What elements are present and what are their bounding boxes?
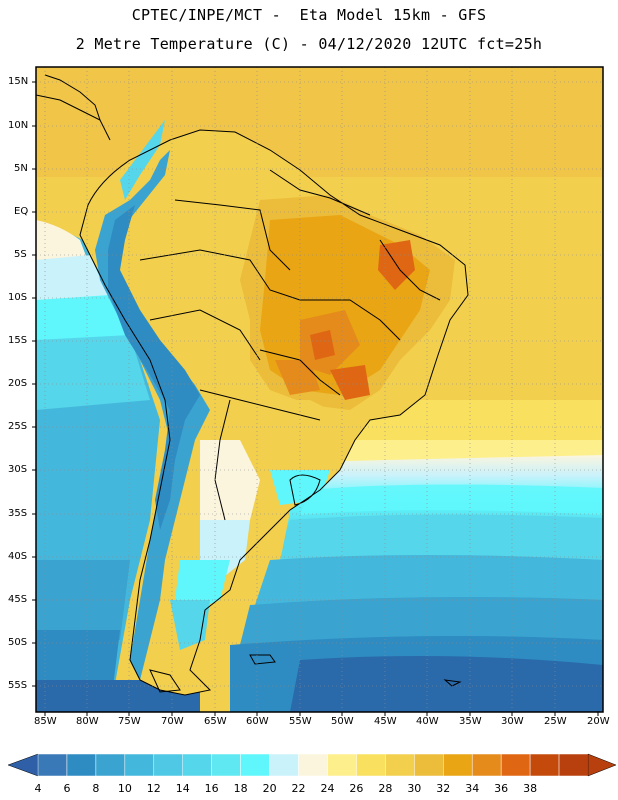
colorbar-over-arrow: [587, 753, 617, 777]
lat-label: 40S: [8, 551, 28, 562]
lon-label: 75W: [118, 716, 141, 727]
lat-label: 15S: [8, 335, 28, 346]
lon-label: 80W: [76, 716, 99, 727]
lat-label: 50S: [8, 637, 28, 648]
colorbar-label: 18: [233, 782, 248, 795]
colorbar-swatch: [558, 753, 589, 777]
lon-label: 70W: [161, 716, 184, 727]
colorbar-swatch: [95, 753, 126, 777]
lat-label: 45S: [8, 594, 28, 605]
colorbar-label: 22: [291, 782, 306, 795]
lat-label: 35S: [8, 508, 28, 519]
colorbar-swatch: [529, 753, 560, 777]
colorbar-label: 10: [117, 782, 132, 795]
colorbar-label: 32: [436, 782, 451, 795]
colorbar-swatch: [356, 753, 386, 777]
lon-label: 35W: [459, 716, 482, 727]
lat-label: 5N: [14, 163, 28, 174]
colorbar-label: 24: [320, 782, 335, 795]
lat-label: 20S: [8, 378, 28, 389]
lon-label: 50W: [331, 716, 354, 727]
colorbar-swatch: [153, 753, 183, 777]
colorbar-label: 20: [262, 782, 277, 795]
temperature-colorbar: [7, 753, 617, 777]
lat-label: 10S: [8, 292, 28, 303]
colorbar-label: 6: [63, 782, 71, 795]
lon-label: 55W: [289, 716, 312, 727]
colorbar-label: 28: [378, 782, 393, 795]
colorbar-swatch: [414, 753, 444, 777]
colorbar-swatch: [327, 753, 357, 777]
map-title-line1: CPTEC/INPE/MCT - Eta Model 15km - GFS: [131, 6, 487, 24]
colorbar-label: 26: [349, 782, 364, 795]
colorbar-swatch: [269, 753, 299, 777]
colorbar-label: 12: [146, 782, 161, 795]
colorbar-swatch: [240, 753, 270, 777]
colorbar-swatch: [66, 753, 97, 777]
lon-label: 25W: [544, 716, 567, 727]
lon-label: 40W: [416, 716, 439, 727]
lon-label: 85W: [34, 716, 57, 727]
colorbar-label: 34: [465, 782, 480, 795]
lat-lon-grid: [36, 67, 603, 712]
map-title-line2: 2 Metre Temperature (C) - 04/12/2020 12U…: [75, 35, 543, 53]
lat-label: 55S: [8, 680, 28, 691]
colorbar-swatch: [443, 753, 473, 777]
coastline-borders: [36, 74, 469, 696]
lon-label: 20W: [587, 716, 610, 727]
colorbar-label: 8: [92, 782, 100, 795]
colorbar-label: 4: [34, 782, 42, 795]
colorbar-swatch: [385, 753, 415, 777]
colorbar-label: 36: [494, 782, 509, 795]
lon-label: 30W: [501, 716, 524, 727]
lat-label: 5S: [14, 249, 27, 260]
colorbar-label: 16: [204, 782, 219, 795]
colorbar-label: 38: [523, 782, 538, 795]
colorbar-swatch: [37, 753, 68, 777]
lat-label: 25S: [8, 421, 28, 432]
lon-label: 60W: [246, 716, 269, 727]
map-frame: [35, 66, 604, 713]
lat-label: 30S: [8, 464, 28, 475]
colorbar-under-arrow: [7, 753, 39, 777]
colorbar-label: 14: [175, 782, 190, 795]
lon-label: 65W: [204, 716, 227, 727]
colorbar-swatch: [124, 753, 155, 777]
lat-label: 10N: [8, 120, 29, 131]
colorbar-swatch: [471, 753, 502, 777]
lat-label: EQ: [14, 206, 29, 217]
colorbar-swatch: [182, 753, 212, 777]
colorbar-swatch: [500, 753, 531, 777]
colorbar-swatch: [298, 753, 328, 777]
colorbar-swatch: [211, 753, 241, 777]
colorbar-label: 30: [407, 782, 422, 795]
lon-label: 45W: [374, 716, 397, 727]
lat-label: 15N: [8, 76, 29, 87]
